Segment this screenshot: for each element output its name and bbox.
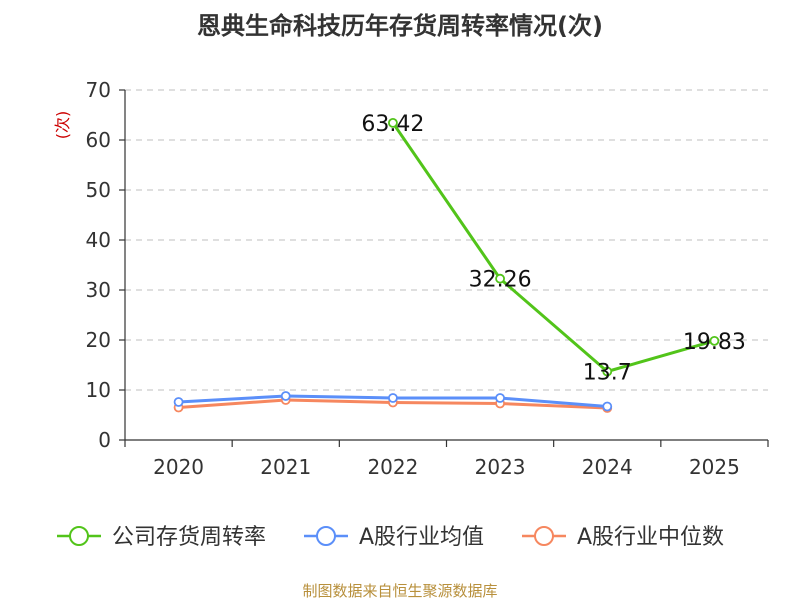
legend-entry: 公司存货周转率	[112, 525, 266, 550]
legend-entry: A股行业均值	[359, 525, 484, 550]
chart-title: 恩典生命科技历年存货周转率情况(次)	[197, 12, 603, 40]
x-tick-label: 2021	[260, 455, 311, 479]
x-tick-label: 2020	[153, 455, 204, 479]
legend-swatch-marker	[69, 526, 89, 546]
y-tick-label: 60	[86, 128, 111, 152]
source-note: 制图数据来自恒生聚源数据库	[302, 582, 498, 600]
data-point	[388, 118, 398, 128]
data-label: 13.7	[583, 361, 632, 386]
y-tick-label: 50	[86, 178, 111, 202]
data-point	[280, 391, 291, 401]
y-axis-label: (次)	[53, 111, 72, 140]
data-point	[709, 335, 720, 346]
y-tick-label: 20	[86, 328, 111, 352]
y-tick-label: 0	[98, 428, 111, 452]
legend-swatch-marker	[316, 526, 336, 546]
series-lines	[173, 118, 720, 413]
data-point	[173, 397, 184, 407]
data-point	[602, 401, 613, 412]
legend-entry: A股行业中位数	[577, 525, 724, 550]
axes: 0 10 20 30 40 50 60 70 2020 2021 2022 2023 2024 2025	[86, 78, 769, 479]
grid-lines	[125, 89, 768, 391]
data-point	[602, 366, 613, 377]
x-tick-label: 2022	[367, 455, 418, 479]
y-tick-label: 70	[86, 78, 111, 102]
data-label: 19.83	[683, 330, 746, 355]
legend: 公司存货周转率 A股行业均值 A股行业中位数	[57, 525, 724, 550]
y-tick-label: 10	[86, 378, 111, 402]
data-label: 32.26	[469, 268, 532, 293]
y-tick-label: 40	[86, 228, 111, 252]
x-tick-label: 2025	[689, 455, 740, 479]
data-point	[495, 273, 505, 284]
y-tick-label: 30	[86, 278, 111, 302]
data-label: 63.42	[361, 112, 424, 137]
data-labels: 63.42 32.26 13.7 19.83	[361, 112, 745, 386]
data-point	[388, 393, 398, 403]
legend-swatch-marker	[534, 526, 554, 546]
x-tick-label: 2023	[475, 455, 526, 479]
series-line	[391, 122, 715, 373]
x-tick-label: 2024	[582, 455, 633, 479]
data-point	[495, 393, 505, 403]
